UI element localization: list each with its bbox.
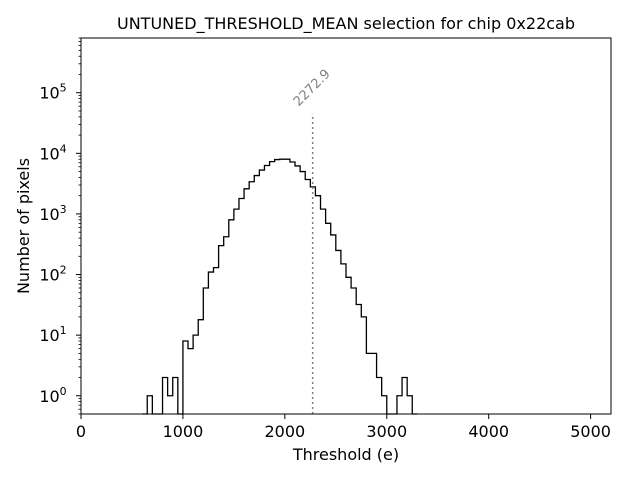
y-tick-base: 10 xyxy=(39,144,59,163)
histogram-bin xyxy=(147,396,152,414)
histogram-bin xyxy=(321,209,326,414)
plot-frame xyxy=(80,37,612,415)
y-tick-base: 10 xyxy=(39,387,59,406)
histogram-series xyxy=(142,158,418,415)
y-tick-base: 10 xyxy=(39,326,59,345)
histogram-bin xyxy=(366,353,371,414)
histogram-bin xyxy=(402,378,407,414)
y-tick-label: 101 xyxy=(39,324,66,345)
mean-value-label: 2272.9 xyxy=(291,67,334,110)
histogram-bin xyxy=(264,165,269,414)
y-tick-base: 10 xyxy=(39,205,59,224)
x-tick-label: 3000 xyxy=(366,422,407,441)
x-tick-label: 2000 xyxy=(264,422,305,441)
histogram-bin xyxy=(310,187,315,414)
histogram-bin xyxy=(382,396,387,414)
y-tick-label: 102 xyxy=(39,264,66,285)
histogram-bin xyxy=(275,160,280,414)
histogram-bin xyxy=(208,272,213,414)
x-tick-label: 4000 xyxy=(468,422,509,441)
x-axis-label: Threshold (e) xyxy=(292,445,399,464)
histogram-bin xyxy=(183,341,188,414)
y-tick-exponent: 2 xyxy=(60,264,67,277)
histogram-bin xyxy=(254,176,259,414)
histogram-bin xyxy=(361,317,366,414)
histogram-bin xyxy=(234,209,239,414)
histogram-bin xyxy=(300,172,305,414)
histogram-bin xyxy=(326,223,331,414)
histogram-bin xyxy=(290,162,295,414)
histogram-bin xyxy=(214,268,219,414)
x-axis-ticks: 0 1000 2000 3000 4000 5000 xyxy=(76,414,611,441)
histogram-bin xyxy=(198,320,203,414)
histogram-bin xyxy=(407,396,412,414)
histogram-bin xyxy=(188,349,193,414)
y-tick-exponent: 0 xyxy=(60,385,67,398)
y-tick-base: 10 xyxy=(39,84,59,103)
chart-title: UNTUNED_THRESHOLD_MEAN selection for chi… xyxy=(117,14,575,34)
histogram-bin xyxy=(315,196,320,414)
y-tick-label: 105 xyxy=(39,82,66,103)
histogram-bin xyxy=(336,250,341,414)
histogram-outline xyxy=(142,158,418,415)
y-tick-label: 103 xyxy=(39,203,66,224)
histogram-bin xyxy=(259,170,264,414)
x-tick-label: 0 xyxy=(76,422,86,441)
histogram-bin xyxy=(280,159,285,414)
x-tick-label: 1000 xyxy=(163,422,204,441)
histogram-bin xyxy=(285,159,290,414)
y-tick-exponent: 4 xyxy=(60,142,67,155)
histogram-bin xyxy=(219,246,224,414)
histogram-bin xyxy=(173,378,178,414)
histogram-bin xyxy=(203,288,208,414)
histogram-bin xyxy=(270,162,275,414)
histogram-bin xyxy=(168,396,173,414)
histogram-bin xyxy=(397,396,402,414)
histogram-bin xyxy=(163,378,168,414)
histogram-bin xyxy=(356,305,361,414)
histogram-bin xyxy=(229,220,234,414)
histogram-bin xyxy=(193,335,198,414)
y-tick-label: 104 xyxy=(39,142,66,163)
histogram-bin xyxy=(239,198,244,414)
histogram-bin xyxy=(249,182,254,414)
histogram-bin xyxy=(305,180,310,414)
histogram-bin xyxy=(295,166,300,414)
histogram-bin xyxy=(244,189,249,414)
histogram-bin xyxy=(224,237,229,414)
histogram-bin xyxy=(346,277,351,414)
y-tick-exponent: 3 xyxy=(60,203,67,216)
y-tick-base: 10 xyxy=(39,266,59,285)
x-tick-label: 5000 xyxy=(570,422,611,441)
histogram-bin xyxy=(341,264,346,414)
y-axis-label: Number of pixels xyxy=(14,158,33,294)
y-tick-label: 100 xyxy=(39,385,66,406)
y-tick-exponent: 5 xyxy=(60,82,67,95)
histogram-bin xyxy=(377,378,382,414)
y-tick-exponent: 1 xyxy=(60,324,67,337)
histogram-bin xyxy=(351,288,356,414)
histogram-bin xyxy=(371,353,376,414)
histogram-bin xyxy=(331,235,336,414)
